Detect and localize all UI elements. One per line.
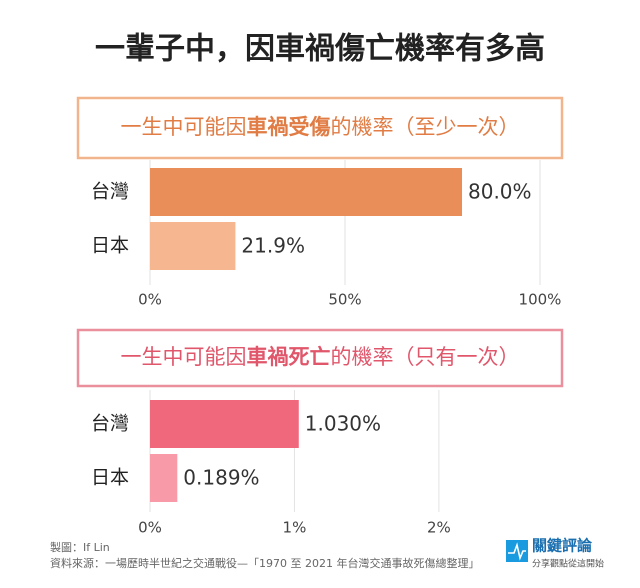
bar (150, 168, 462, 216)
subtitle-box (76, 328, 564, 388)
logo-name: 關鍵評論 (532, 537, 593, 555)
value-label: 80.0% (468, 180, 532, 204)
chart-subtitle: 一生中可能因車禍死亡的機率（只有一次） (121, 345, 520, 369)
subtitle-part: 一生中可能因 (121, 345, 247, 369)
source: 資料來源：一場歷時半世紀之交通戰役—「1970 至 2021 年台灣交通事故死傷… (50, 556, 479, 570)
value-label: 0.189% (183, 466, 259, 490)
bar (150, 454, 178, 502)
category-label: 日本 (91, 467, 129, 489)
logo-slogan: 分享觀點從這開始 (532, 558, 604, 570)
x-tick-label: 0% (138, 519, 162, 537)
subtitle-part: 的機率（至少一次） (331, 115, 520, 139)
x-tick-label: 0% (138, 291, 162, 309)
value-label: 1.030% (305, 412, 381, 436)
bar (150, 222, 236, 270)
category-label: 日本 (91, 235, 129, 257)
subtitle-part: 車禍受傷 (247, 115, 331, 139)
chart-subtitle: 一生中可能因車禍受傷的機率（至少一次） (121, 115, 520, 139)
subtitle-part: 的機率（只有一次） (331, 345, 520, 369)
category-label: 台灣 (91, 181, 129, 203)
page-title: 一輩子中，因車禍傷亡機率有多高 (95, 32, 545, 67)
logo-icon (506, 540, 528, 562)
subtitle-part: 一生中可能因 (121, 115, 247, 139)
subtitle-part: 車禍死亡 (247, 345, 331, 369)
value-label: 21.9% (241, 234, 305, 258)
bar (150, 400, 299, 448)
x-tick-label: 2% (427, 519, 451, 537)
logo-icon (508, 542, 526, 561)
x-tick-label: 100% (519, 291, 562, 309)
subtitle-box (76, 96, 564, 160)
credit: 製圖：If Lin (50, 540, 110, 554)
category-label: 台灣 (91, 413, 129, 435)
x-tick-label: 50% (328, 291, 361, 309)
x-tick-label: 1% (283, 519, 307, 537)
